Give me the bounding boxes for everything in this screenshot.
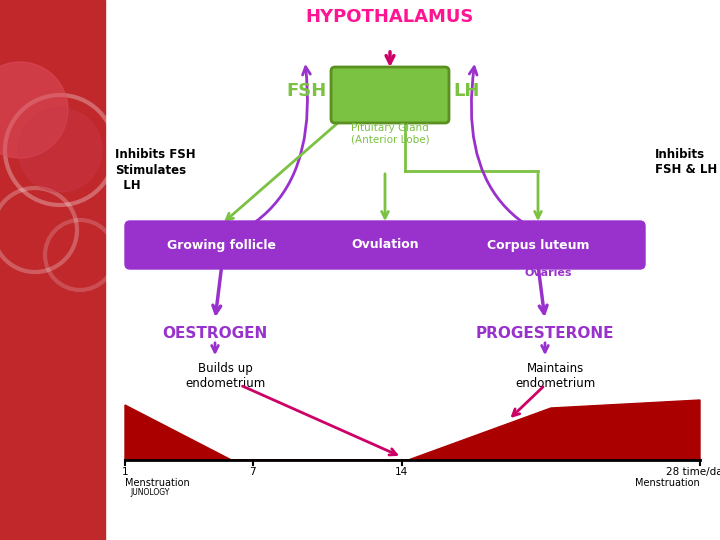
Text: Inhibits FSH: Inhibits FSH: [115, 148, 196, 161]
Text: LH: LH: [453, 82, 480, 100]
Text: FSH: FSH: [287, 82, 327, 100]
Text: 7: 7: [249, 467, 256, 477]
Text: Corpus luteum: Corpus luteum: [487, 239, 589, 252]
Text: Builds up
endometrium: Builds up endometrium: [185, 362, 265, 390]
Text: Ovaries: Ovaries: [524, 268, 572, 278]
Polygon shape: [125, 400, 700, 460]
Bar: [0, 0, 105, 540]
Text: Inhibits
FSH & LH: Inhibits FSH & LH: [655, 148, 717, 176]
Circle shape: [0, 62, 68, 158]
Circle shape: [18, 108, 102, 192]
Text: Maintains
endometrium: Maintains endometrium: [515, 362, 595, 390]
FancyBboxPatch shape: [125, 221, 645, 269]
Text: Pituitary Gland
(Anterior Lobe): Pituitary Gland (Anterior Lobe): [351, 123, 429, 145]
Text: 1: 1: [122, 467, 128, 477]
Text: JUNOLOGY: JUNOLOGY: [130, 488, 169, 497]
Text: Ovulation: Ovulation: [351, 239, 419, 252]
Text: Growing follicle: Growing follicle: [167, 239, 276, 252]
Text: Menstruation: Menstruation: [635, 478, 700, 488]
Text: OESTROGEN: OESTROGEN: [163, 326, 268, 341]
FancyBboxPatch shape: [331, 67, 449, 123]
Text: 14: 14: [395, 467, 408, 477]
Text: Menstruation: Menstruation: [125, 478, 190, 488]
Text: 28 time/days: 28 time/days: [666, 467, 720, 477]
Text: Stimulates
  LH: Stimulates LH: [115, 164, 186, 192]
Text: PROGESTERONE: PROGESTERONE: [476, 326, 614, 341]
Text: HYPOTHALAMUS: HYPOTHALAMUS: [306, 8, 474, 26]
